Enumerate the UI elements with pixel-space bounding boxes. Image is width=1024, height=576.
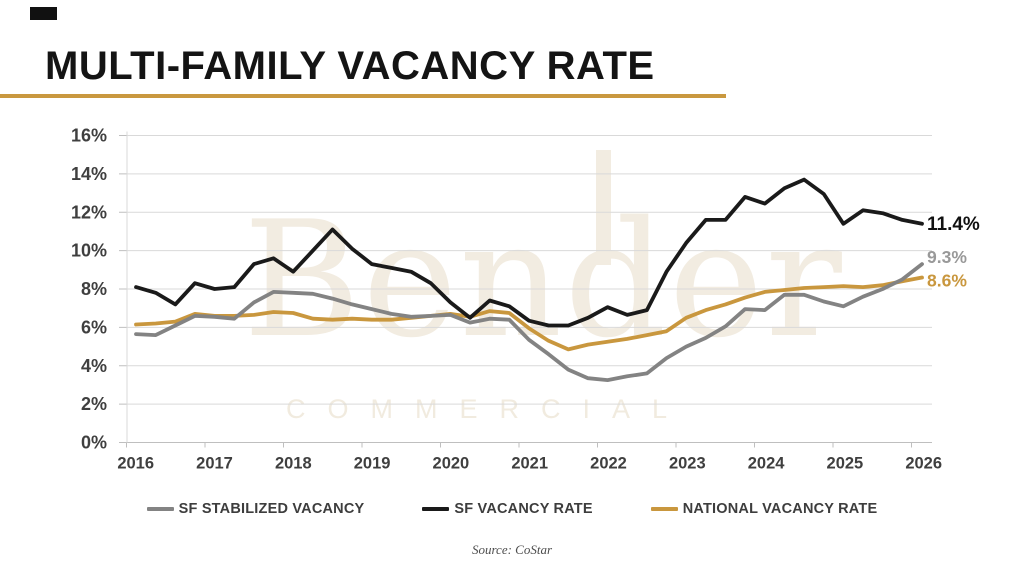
legend-swatch-black <box>422 507 450 511</box>
svg-text:16%: 16% <box>71 126 107 146</box>
svg-text:2020: 2020 <box>433 455 470 473</box>
legend-swatch-gray <box>146 507 174 511</box>
svg-text:2022: 2022 <box>590 455 627 473</box>
svg-text:2026: 2026 <box>905 455 942 473</box>
svg-text:2025: 2025 <box>827 455 864 473</box>
chart-legend: SF STABILIZED VACANCY SF VACANCY RATE NA… <box>0 501 1024 517</box>
svg-text:8%: 8% <box>81 279 107 299</box>
source-note: Source: CoStar <box>471 542 553 557</box>
legend-item-sf-stabilized-vacancy: SF STABILIZED VACANCY <box>146 501 365 517</box>
svg-text:2016: 2016 <box>117 455 154 473</box>
end-label-2: 8.6% <box>927 270 967 290</box>
svg-text:10%: 10% <box>71 241 107 261</box>
svg-text:2023: 2023 <box>669 455 706 473</box>
title-underline <box>0 94 726 98</box>
svg-text:6%: 6% <box>81 317 107 337</box>
svg-text:2024: 2024 <box>748 455 786 473</box>
svg-text:2018: 2018 <box>275 455 312 473</box>
legend-label: SF STABILIZED VACANCY <box>178 501 365 517</box>
svg-text:2021: 2021 <box>511 455 548 473</box>
legend-label: SF VACANCY RATE <box>454 501 593 517</box>
end-label-1: 11.4% <box>927 214 980 235</box>
end-label-0: 9.3% <box>927 247 967 267</box>
legend-swatch-gold <box>650 507 678 511</box>
svg-text:12%: 12% <box>71 202 107 222</box>
legend-item-sf-vacancy-rate: SF VACANCY RATE <box>422 501 593 517</box>
legend-item-national-vacancy-rate: NATIONAL VACANCY RATE <box>650 501 878 517</box>
svg-text:2017: 2017 <box>196 455 233 473</box>
svg-text:14%: 14% <box>71 164 107 184</box>
page-title: MULTI-FAMILY VACANCY RATE <box>45 44 655 88</box>
svg-text:2019: 2019 <box>354 455 391 473</box>
svg-text:4%: 4% <box>81 356 107 376</box>
legend-label: NATIONAL VACANCY RATE <box>682 501 878 517</box>
corner-mark <box>30 7 57 20</box>
svg-text:2%: 2% <box>81 394 107 414</box>
svg-text:0%: 0% <box>81 433 107 453</box>
